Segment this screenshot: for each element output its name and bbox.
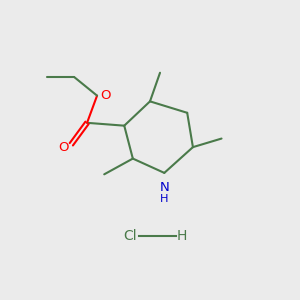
Text: O: O [58, 141, 69, 154]
Text: H: H [160, 194, 169, 204]
Text: Cl: Cl [123, 229, 137, 243]
Text: O: O [100, 89, 110, 102]
Text: H: H [176, 229, 187, 243]
Text: N: N [159, 182, 169, 194]
